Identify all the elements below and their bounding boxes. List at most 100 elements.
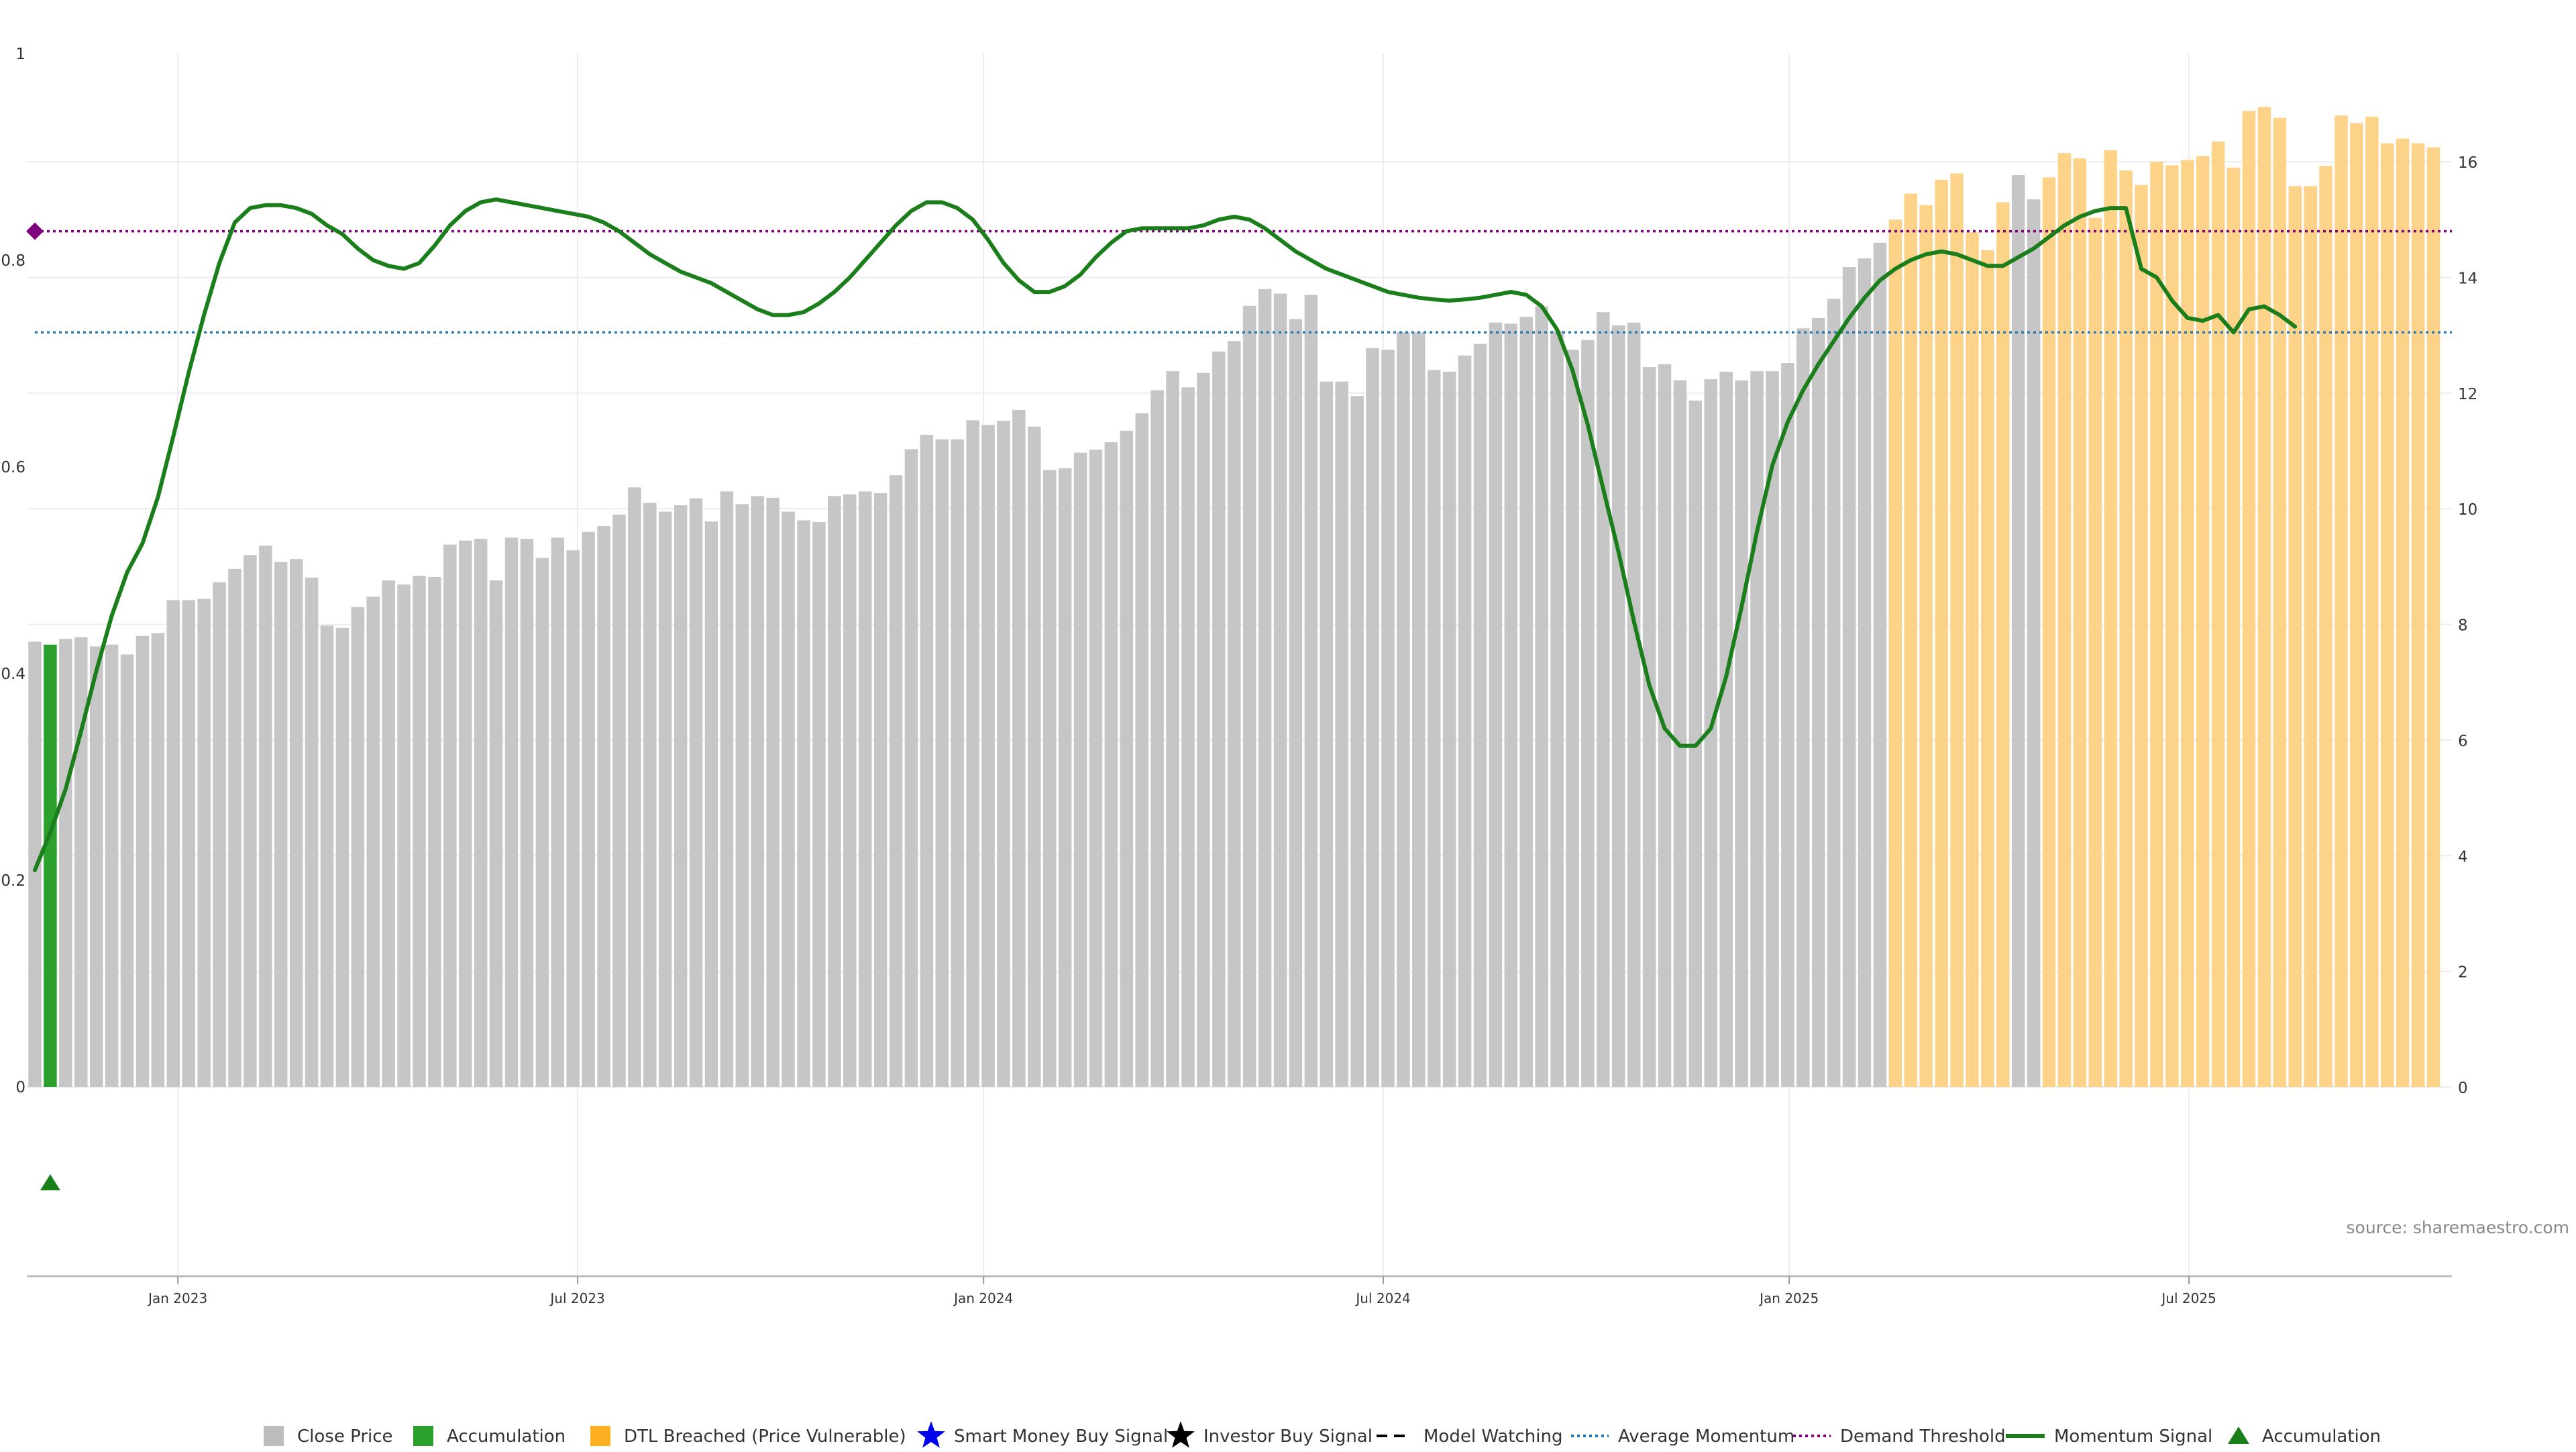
close-price-bar [674, 505, 688, 1087]
close-price-bar [1535, 306, 1548, 1087]
close-price-bar [428, 576, 441, 1087]
axes: Jan 2023 Jul 2023 Jan 2024 Jul 2024 Jan 2025… [1, 46, 2477, 1306]
legend-label: Accumulation [447, 1427, 566, 1447]
close-price-bar [228, 568, 241, 1087]
close-price-bar [843, 494, 857, 1087]
close-price-bar [1350, 396, 1364, 1087]
close-price-bar [1335, 381, 1348, 1088]
dtl-breached-bar [2319, 166, 2332, 1088]
close-price-bar [551, 537, 565, 1087]
close-price-bar [459, 540, 472, 1087]
close-price-bar [182, 600, 195, 1087]
dtl-breached-bar [2242, 111, 2256, 1088]
legend-label: Model Watching [1424, 1427, 1562, 1447]
y-right-tick-label: 14 [2458, 270, 2477, 288]
close-price-bar [1166, 371, 1179, 1087]
dtl-breached-bar [2150, 162, 2163, 1087]
y-left-tick-label: 0 [15, 1079, 25, 1096]
y-left-tick-label: 0.8 [1, 252, 25, 270]
legend-label: Accumulation [2262, 1427, 2381, 1447]
dtl-breached-bar [2057, 153, 2072, 1087]
close-price-bar [904, 449, 918, 1087]
close-price-bar [1366, 348, 1379, 1087]
close-price-bar [136, 635, 150, 1087]
legend-label: Smart Money Buy Signal [954, 1427, 1168, 1447]
legend: Close Price Accumulation DTL Breached (Pri… [264, 1421, 2381, 1448]
close-price-bar [413, 576, 426, 1087]
close-price-bar [213, 582, 226, 1087]
close-price-bar [89, 646, 103, 1087]
dtl-breached-bar [2288, 186, 2302, 1087]
close-price-bar [1412, 332, 1426, 1088]
close-price-bar [597, 526, 610, 1087]
close-price-bar [858, 491, 872, 1087]
close-price-bar [1781, 363, 1794, 1088]
close-price-bar [812, 522, 826, 1087]
close-price-bar [1012, 409, 1026, 1087]
close-price-bar [1504, 323, 1518, 1087]
legend-item: Close Price [264, 1426, 393, 1447]
dtl-breached-bar [2181, 160, 2194, 1088]
close-price-bar [1135, 413, 1148, 1087]
y-right-tick-label: 8 [2458, 617, 2468, 635]
x-tick-label: Jul 2025 [2160, 1290, 2216, 1306]
x-tick-label: Jul 2023 [549, 1290, 604, 1306]
close-price-bar [1581, 340, 1595, 1088]
close-price-bar [782, 511, 795, 1087]
close-price-bar [1120, 430, 1134, 1087]
close-price-bar [1458, 355, 1472, 1088]
close-price-bar [366, 597, 380, 1087]
dtl-breached-bar [2350, 123, 2363, 1087]
accumulation-signal-marker [40, 1174, 60, 1190]
close-price-bar [720, 491, 734, 1087]
close-price-bar [397, 584, 411, 1087]
legend-label: Demand Threshold [1840, 1427, 2006, 1447]
y-left-tick-label: 0.4 [1, 666, 25, 683]
close-price-bar [1642, 367, 1656, 1087]
x-tick-label: Jan 2023 [147, 1290, 207, 1306]
close-price-bar [1627, 322, 1641, 1087]
close-price-bar [1612, 325, 1625, 1087]
close-price-bar [1150, 390, 1164, 1087]
legend-triangle-icon [2228, 1427, 2249, 1444]
legend-label: Investor Buy Signal [1203, 1427, 1373, 1447]
dtl-breached-bar [2119, 170, 2133, 1087]
close-price-bar [1258, 289, 1272, 1087]
y-right-tick-label: 2 [2458, 964, 2468, 982]
close-price-bar [1489, 322, 1503, 1087]
accumulation-bar [44, 644, 57, 1087]
source-label: source: sharemaestro.com [2347, 1218, 2570, 1237]
close-price-bar [120, 654, 134, 1087]
close-price-bar [320, 625, 334, 1087]
close-price-bar [1381, 350, 1395, 1087]
close-price-bar [382, 580, 395, 1087]
legend-label: Close Price [297, 1427, 393, 1447]
close-price-bar [1704, 379, 1718, 1087]
close-price-bar [658, 511, 672, 1087]
legend-item: Demand Threshold [1793, 1427, 2006, 1447]
legend-item: Model Watching [1377, 1427, 1562, 1447]
close-price-bar [105, 644, 119, 1087]
dtl-breached-bar [2396, 138, 2410, 1087]
close-price-bar [582, 531, 595, 1087]
close-price-bar [920, 434, 934, 1087]
close-price-bar [1289, 319, 1303, 1088]
close-price-bar [166, 600, 180, 1087]
dtl-breached-bar [2304, 186, 2317, 1087]
close-price-bar [1873, 242, 1887, 1088]
close-price-bar [1028, 426, 1041, 1087]
close-price-bar [1181, 387, 1195, 1087]
close-price-bar [28, 641, 42, 1087]
close-price-bar [628, 487, 641, 1087]
close-price-bar [612, 514, 626, 1087]
close-price-bar [305, 577, 319, 1087]
y-left-tick-label: 0.2 [1, 872, 25, 890]
close-price-bar [1042, 470, 1057, 1087]
close-price-bar [1519, 317, 1533, 1088]
close-price-bar [335, 627, 350, 1087]
close-price-bar [1197, 372, 1210, 1087]
close-price-bar [997, 421, 1010, 1087]
close-price-bar [889, 475, 903, 1087]
close-price-bar [1550, 330, 1564, 1088]
